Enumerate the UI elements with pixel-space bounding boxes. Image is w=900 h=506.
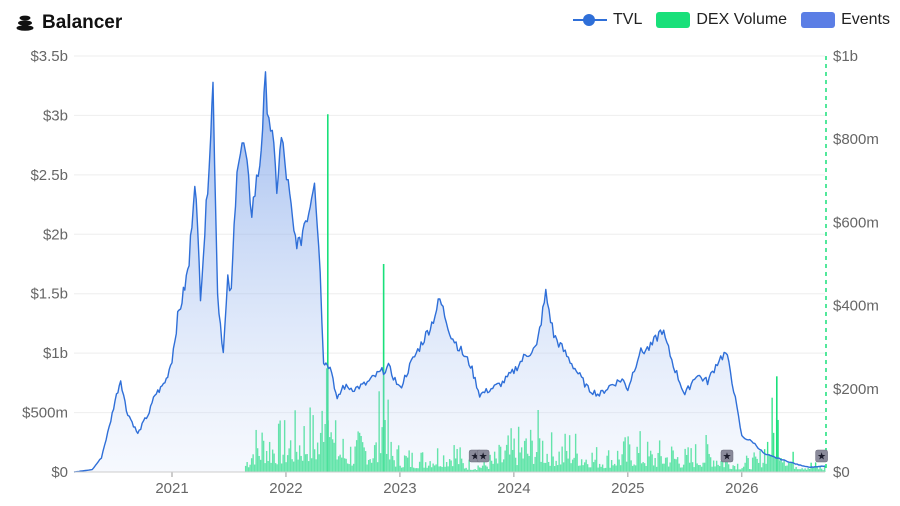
right-axis-tick-label: $400m	[833, 298, 879, 315]
chart-legend: TVL DEX Volume Events	[573, 11, 890, 29]
right-axis-tick-label: $1b	[833, 48, 858, 65]
tvl-line-swatch	[573, 12, 608, 28]
legend-item-events[interactable]: Events	[801, 11, 890, 29]
legend-item-dex-volume[interactable]: DEX Volume	[656, 11, 787, 29]
legend-label-tvl: TVL	[613, 11, 643, 28]
left-axis-tick-label: $3.5b	[30, 48, 68, 65]
legend-item-tvl[interactable]: TVL	[573, 11, 642, 29]
left-axis-tick-label: $1b	[43, 345, 68, 362]
event-marker-label: ★	[723, 452, 732, 463]
dex-volume-bar	[771, 397, 773, 472]
chart-title: Balancer	[42, 12, 123, 33]
left-axis-tick-label: $2.5b	[30, 167, 68, 184]
right-axis-tick-label: $800m	[833, 131, 879, 148]
event-marker-label: ★	[479, 452, 488, 463]
x-axis-tick-label: 2024	[497, 480, 530, 497]
dex-volume-bar	[772, 432, 775, 472]
x-axis-tick-label: 2025	[611, 480, 644, 497]
dex-volume-bar	[792, 451, 794, 472]
x-axis-tick-label: 2026	[725, 480, 758, 497]
left-axis-tick-label: $2b	[43, 226, 68, 243]
right-axis-tick-label: $600m	[833, 214, 879, 231]
tvl-line	[73, 71, 826, 473]
x-axis-tick-label: 2021	[155, 480, 188, 497]
left-axis-tick-label: $3b	[43, 107, 68, 124]
legend-label-events: Events	[841, 11, 890, 28]
x-axis-tick-label: 2022	[269, 480, 302, 497]
dex-volume-spike	[382, 264, 385, 472]
event-marker-label: ★	[471, 452, 480, 463]
dex-volume-swatch	[656, 12, 691, 28]
events-swatch	[801, 12, 836, 28]
legend-label-dex-volume: DEX Volume	[696, 11, 788, 28]
event-marker	[815, 449, 828, 463]
left-axis-tick-label: $1.5b	[30, 286, 68, 303]
dex-volume-spike	[775, 376, 778, 472]
dex-volume-bar	[777, 419, 779, 472]
stack-icon	[16, 15, 34, 31]
dex-volume-spike	[326, 114, 329, 473]
right-axis-tick-label: $200m	[833, 381, 879, 398]
event-marker	[476, 449, 490, 463]
right-axis-tick-label: $0	[833, 464, 850, 481]
event-marker	[720, 449, 734, 463]
left-axis-tick-label: $0	[51, 464, 68, 481]
x-axis-tick-label: 2023	[383, 480, 416, 497]
left-axis-tick-label: $500m	[22, 405, 68, 422]
chart-header: Balancer	[16, 12, 122, 34]
tvl-area	[74, 71, 825, 473]
event-marker-label: ★	[817, 452, 826, 463]
